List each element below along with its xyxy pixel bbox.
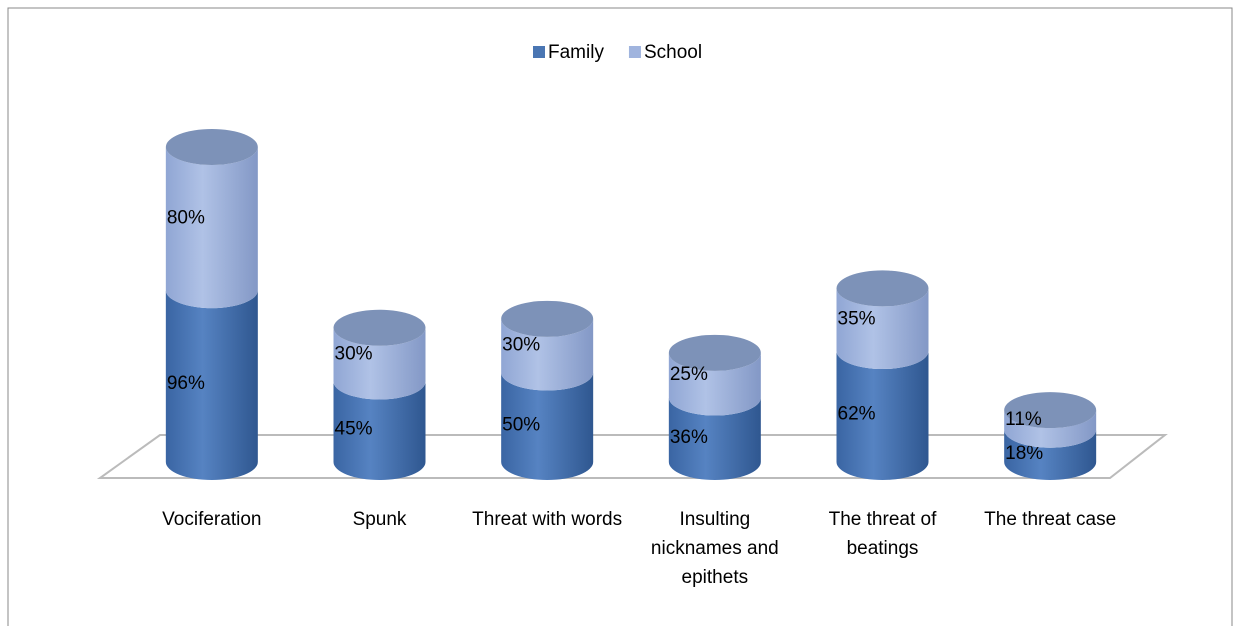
cylinder-segment xyxy=(1004,429,1097,480)
x-tick-label: Insulting nicknames and epithets xyxy=(650,509,779,588)
x-tick-label: Threat with words xyxy=(472,509,623,530)
cylinder-segment xyxy=(333,381,426,480)
cylinder-segment xyxy=(333,327,426,400)
chart-frame xyxy=(7,7,1233,626)
data-label: 35% xyxy=(838,309,876,330)
data-label: 30% xyxy=(335,344,373,365)
data-label: 36% xyxy=(670,427,708,448)
data-label: 96% xyxy=(167,373,205,394)
cylinder-top xyxy=(165,129,258,165)
cylinder-segment xyxy=(165,147,258,309)
data-label: 11% xyxy=(1005,409,1042,430)
cylinder-top xyxy=(333,309,426,346)
data-label: 18% xyxy=(1005,443,1043,464)
cylinder-segment xyxy=(1004,410,1097,448)
cylinder-top xyxy=(1004,392,1097,429)
x-tick-label: Spunk xyxy=(352,509,407,530)
floor xyxy=(96,434,1168,479)
cylinder-top xyxy=(668,334,761,371)
cylinder-segment xyxy=(165,290,258,480)
legend-swatch xyxy=(628,46,641,58)
data-label: 50% xyxy=(502,414,540,435)
x-tick-label: The threat of beatings xyxy=(828,509,937,559)
data-label: 45% xyxy=(335,419,373,440)
x-tick-label: Vociferation xyxy=(162,509,262,530)
cylinder-segment xyxy=(668,352,761,416)
cylinder-segment xyxy=(836,288,929,370)
x-tick-label: The threat case xyxy=(984,509,1117,530)
cylinder-segment xyxy=(668,397,761,480)
legend-swatch xyxy=(533,46,545,58)
cylinder-segment xyxy=(836,351,929,480)
cylinder-segment xyxy=(501,318,594,391)
cylinder-top xyxy=(836,270,929,307)
cylinder-top xyxy=(501,300,594,337)
legend-label: School xyxy=(644,42,702,63)
data-label: 25% xyxy=(670,364,708,385)
data-label: 80% xyxy=(167,208,205,229)
data-label: 30% xyxy=(502,335,540,356)
legend-label: Family xyxy=(548,42,604,63)
data-label: 62% xyxy=(838,404,876,425)
cylinder-segment xyxy=(501,372,594,480)
